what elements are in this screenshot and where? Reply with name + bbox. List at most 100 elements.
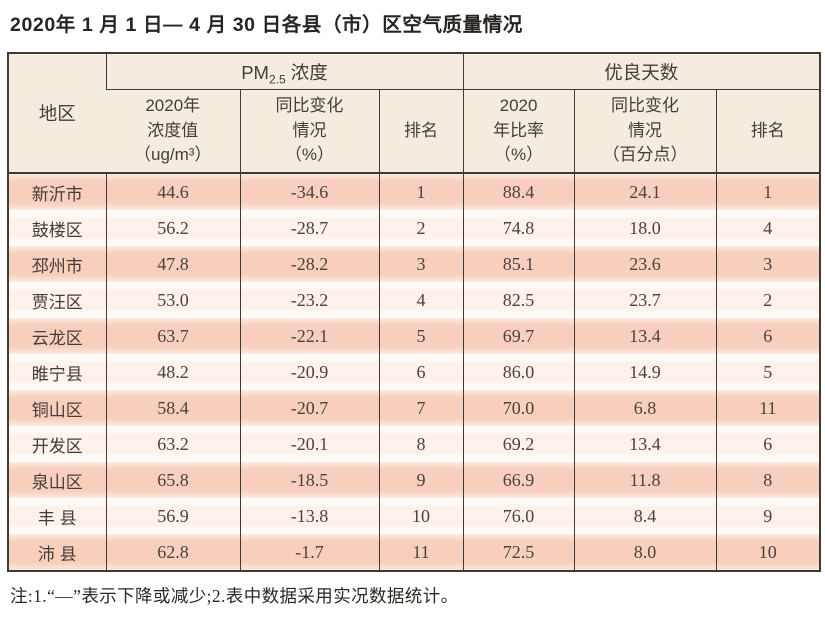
region-cell: 新沂市 (8, 173, 106, 210)
pm25-value-cell: 56.9 (105, 498, 240, 534)
good-days-rank-cell: 1 (715, 173, 821, 210)
pm25-rank-cell: 4 (378, 282, 464, 318)
table-row: 铜山区 58.4 -20.7 7 70.0 6.8 11 (8, 390, 821, 426)
table-header: 地区 PM2.5 浓度 优良天数 2020年 浓度值 （ug/m³） 同比变化 … (8, 53, 821, 174)
pm25-value-cell: 62.8 (105, 534, 240, 571)
pm25-change-cell: -20.7 (239, 390, 379, 426)
table-row: 开发区 63.2 -20.1 8 69.2 13.4 6 (8, 426, 821, 462)
pm25-change-cell: -34.6 (239, 173, 379, 210)
pm25-value-cell: 58.4 (105, 390, 240, 426)
pm25-rank-cell: 7 (378, 390, 464, 426)
col-header-pm25-change: 同比变化 情况 （%） (239, 89, 379, 174)
good-days-rank-cell: 4 (715, 210, 821, 246)
col-header-rate: 2020 年比率 （%） (462, 89, 575, 174)
region-cell: 云龙区 (8, 318, 106, 354)
table-row: 沛 县 62.8 -1.7 11 72.5 8.0 10 (8, 534, 821, 571)
good-days-rate-cell: 69.2 (462, 426, 575, 462)
pm25-label-suffix: 浓度 (285, 61, 328, 83)
pm25-value-cell: 48.2 (105, 354, 240, 390)
col-header-pm25-value: 2020年 浓度值 （ug/m³） (106, 89, 240, 174)
pm25-value-cell: 65.8 (105, 462, 240, 498)
pm25-rank-cell: 1 (378, 173, 464, 210)
table-body: 新沂市 44.6 -34.6 1 88.4 24.1 1 鼓楼区 56.2 -2… (8, 173, 821, 571)
good-days-change-cell: 11.8 (573, 462, 717, 498)
pm25-label-subscript: 2.5 (268, 72, 286, 87)
table-row: 泉山区 65.8 -18.5 9 66.9 11.8 8 (8, 462, 821, 498)
good-days-rate-cell: 70.0 (462, 390, 575, 426)
col-group-good-days: 优良天数 (462, 53, 821, 90)
pm25-value-cell: 56.2 (105, 210, 240, 246)
pm25-change-cell: -22.1 (239, 318, 379, 354)
pm25-change-cell: -1.7 (239, 534, 379, 571)
good-days-rate-cell: 88.4 (462, 173, 575, 210)
pm25-change-cell: -28.7 (239, 210, 379, 246)
table-row: 贾汪区 53.0 -23.2 4 82.5 23.7 2 (8, 282, 821, 318)
table-row: 丰 县 56.9 -13.8 10 76.0 8.4 9 (8, 498, 821, 534)
good-days-change-cell: 24.1 (573, 173, 717, 210)
good-days-rank-cell: 8 (715, 462, 821, 498)
air-quality-table: 地区 PM2.5 浓度 优良天数 2020年 浓度值 （ug/m³） 同比变化 … (7, 52, 822, 572)
good-days-rank-cell: 5 (715, 354, 821, 390)
pm25-rank-cell: 6 (378, 354, 464, 390)
pm25-rank-cell: 9 (378, 462, 464, 498)
header-group-row: 地区 PM2.5 浓度 优良天数 (8, 53, 821, 174)
pm25-value-cell: 63.7 (105, 318, 240, 354)
good-days-change-cell: 23.7 (573, 282, 717, 318)
good-days-change-cell: 8.0 (573, 534, 717, 571)
col-header-rate-change: 同比变化 情况 （百分点） (573, 89, 717, 174)
table-row: 睢宁县 48.2 -20.9 6 86.0 14.9 5 (8, 354, 821, 390)
region-cell: 鼓楼区 (8, 210, 106, 246)
good-days-change-cell: 18.0 (573, 210, 717, 246)
pm25-change-cell: -18.5 (239, 462, 379, 498)
region-cell: 开发区 (8, 426, 106, 462)
table-row: 邳州市 47.8 -28.2 3 85.1 23.6 3 (8, 246, 821, 282)
pm25-label-prefix: PM (241, 61, 269, 83)
good-days-rate-cell: 82.5 (462, 282, 575, 318)
good-days-rate-cell: 76.0 (462, 498, 575, 534)
good-days-rate-cell: 72.5 (462, 534, 575, 571)
region-cell: 睢宁县 (8, 354, 106, 390)
pm25-value-cell: 44.6 (105, 173, 240, 210)
pm25-change-cell: -20.1 (239, 426, 379, 462)
good-days-rank-cell: 3 (715, 246, 821, 282)
pm25-rank-cell: 5 (378, 318, 464, 354)
good-days-change-cell: 13.4 (573, 318, 717, 354)
region-cell: 铜山区 (8, 390, 106, 426)
footnote: 注:1.“—”表示下降或减少;2.表中数据采用实况数据统计。 (10, 586, 459, 606)
pm25-rank-cell: 3 (378, 246, 464, 282)
good-days-rate-cell: 85.1 (462, 246, 575, 282)
region-cell: 泉山区 (8, 462, 106, 498)
col-header-rate-rank: 排名 (715, 89, 821, 174)
good-days-change-cell: 14.9 (573, 354, 717, 390)
region-cell: 沛 县 (8, 534, 106, 571)
good-days-change-cell: 13.4 (573, 426, 717, 462)
good-days-change-cell: 6.8 (573, 390, 717, 426)
col-group-pm25: PM2.5 浓度 (105, 53, 464, 90)
pm25-rank-cell: 2 (378, 210, 464, 246)
good-days-rank-cell: 6 (715, 318, 821, 354)
good-days-rank-cell: 2 (715, 282, 821, 318)
region-cell: 贾汪区 (8, 282, 106, 318)
pm25-value-cell: 53.0 (105, 282, 240, 318)
header-sub-row: 2020年 浓度值 （ug/m³） 同比变化 情况 （%） 排名 2020 年比… (8, 89, 821, 174)
good-days-rate-cell: 74.8 (462, 210, 575, 246)
good-days-rank-cell: 9 (715, 498, 821, 534)
pm25-change-cell: -13.8 (239, 498, 379, 534)
pm25-rank-cell: 10 (378, 498, 464, 534)
pm25-change-cell: -23.2 (239, 282, 379, 318)
good-days-rank-cell: 11 (715, 390, 821, 426)
col-header-region: 地区 (8, 53, 106, 174)
region-cell: 丰 县 (8, 498, 106, 534)
pm25-change-cell: -20.9 (239, 354, 379, 390)
region-cell: 邳州市 (8, 246, 106, 282)
good-days-rank-cell: 6 (715, 426, 821, 462)
page-title: 2020年 1 月 1 日— 4 月 30 日各县（市）区空气质量情况 (10, 14, 523, 36)
table-row: 鼓楼区 56.2 -28.7 2 74.8 18.0 4 (8, 210, 821, 246)
good-days-rate-cell: 69.7 (462, 318, 575, 354)
good-days-rate-cell: 66.9 (462, 462, 575, 498)
table-row: 云龙区 63.7 -22.1 5 69.7 13.4 6 (8, 318, 821, 354)
good-days-rate-cell: 86.0 (462, 354, 575, 390)
good-days-change-cell: 8.4 (573, 498, 717, 534)
pm25-value-cell: 47.8 (105, 246, 240, 282)
